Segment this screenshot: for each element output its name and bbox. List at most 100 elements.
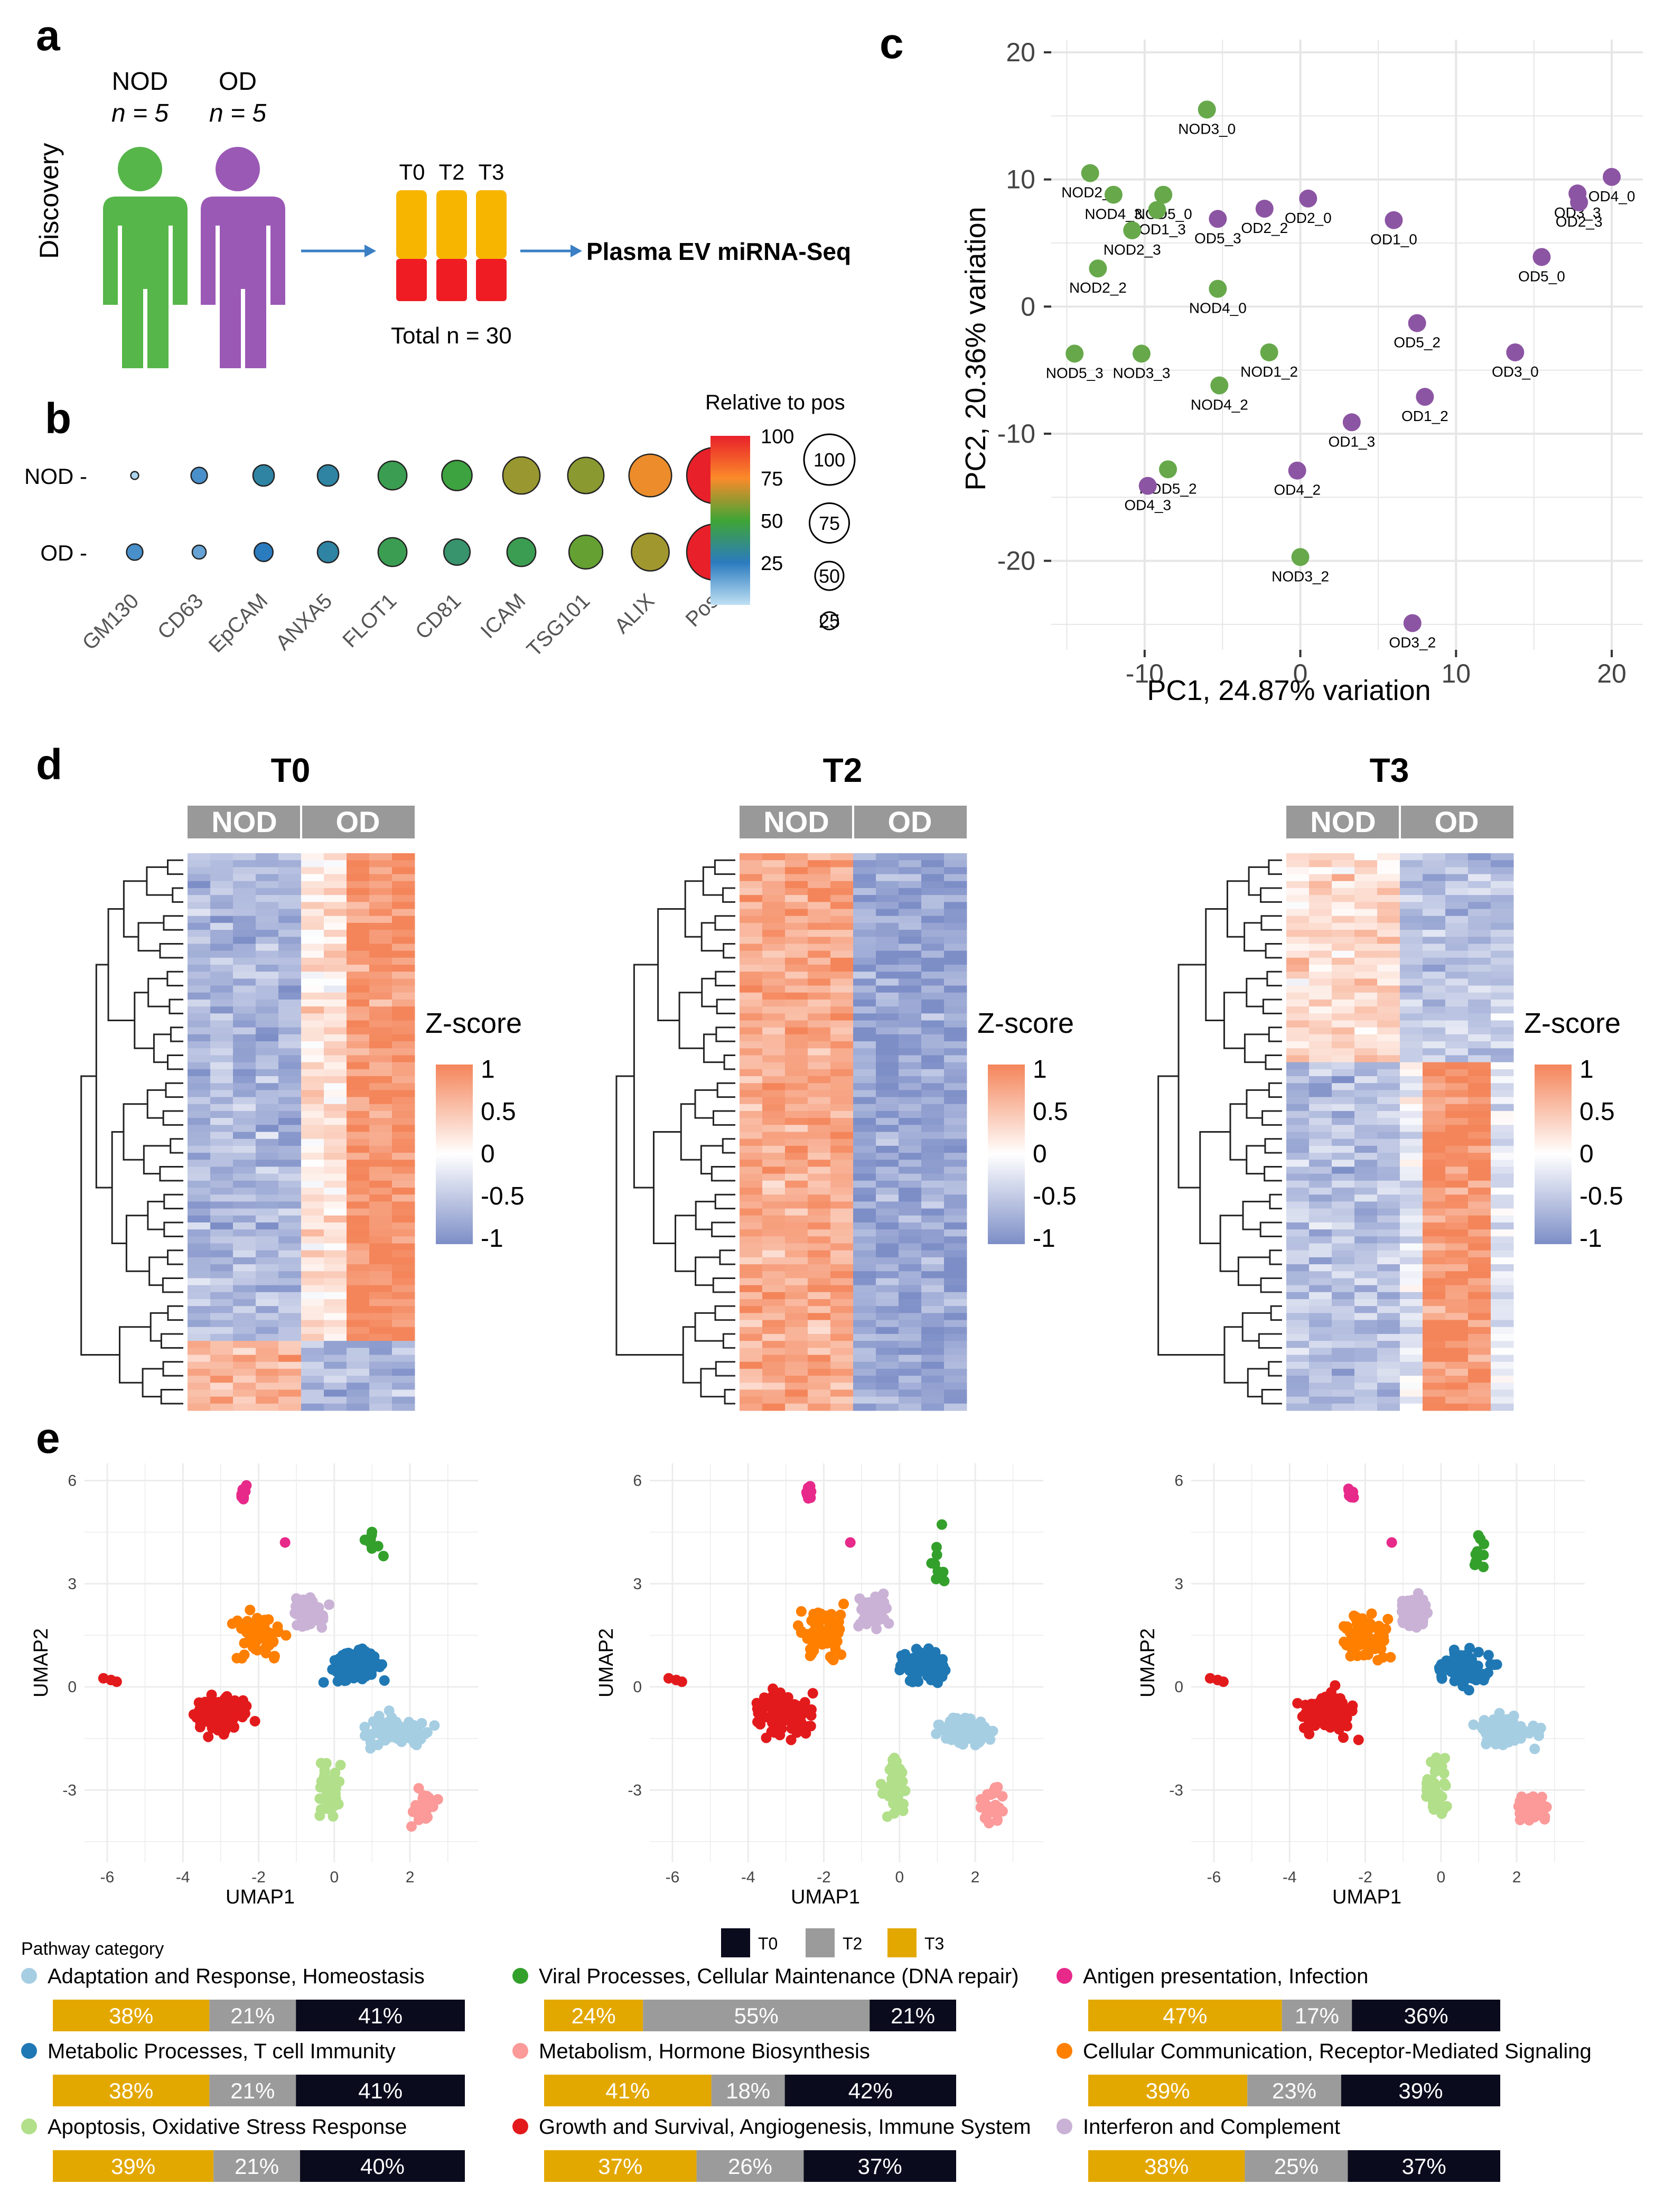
- heatmap-cell: [1400, 1076, 1423, 1084]
- heatmap-cell: [210, 881, 233, 889]
- heatmap-cell: [256, 1076, 279, 1084]
- heatmap-cell: [830, 944, 854, 951]
- umap-x-tick-label: 0: [895, 1869, 904, 1886]
- heatmap-cell: [808, 1229, 831, 1237]
- heatmap-cell: [1309, 1153, 1332, 1160]
- heatmap-cell: [762, 1188, 786, 1195]
- umap-point: [1410, 1599, 1421, 1610]
- heatmap-cell: [278, 1062, 302, 1070]
- heatmap-title-t2: T2: [823, 751, 863, 789]
- pathway-label: Metabolism, Hormone Biosynthesis: [539, 2040, 870, 2063]
- heatmap-cell: [188, 1104, 211, 1112]
- heatmap-cell: [1354, 1361, 1378, 1369]
- heatmap-cell: [233, 1153, 256, 1160]
- pathway-bar-t2: [696, 2150, 804, 2182]
- heatmap-cell: [1377, 1383, 1400, 1390]
- heatmap-cell: [899, 1243, 922, 1251]
- heatmap-cell: [392, 1250, 415, 1258]
- heatmap-cell: [188, 1285, 211, 1293]
- heatmap-cell: [392, 874, 415, 882]
- heatmap-cell: [369, 853, 392, 861]
- heatmap-cell: [324, 1188, 347, 1195]
- heatmap-cell: [921, 1041, 945, 1049]
- heatmap-cell: [324, 1020, 347, 1028]
- umap-point: [298, 1607, 310, 1618]
- heatmap-cell: [301, 1355, 324, 1362]
- heatmap-cell: [921, 1389, 945, 1397]
- heatmap-cell: [1468, 1090, 1491, 1098]
- heatmap-cell: [233, 1215, 256, 1223]
- heatmap-cell: [1400, 1090, 1423, 1098]
- heatmap-cell: [1400, 888, 1423, 895]
- pathway-bar-t0: [1341, 2075, 1500, 2106]
- heatmap-cell: [1354, 1153, 1378, 1160]
- heatmap-cell: [392, 1222, 415, 1230]
- heatmap-cell: [740, 1138, 763, 1146]
- heatmap-cell: [278, 1118, 302, 1125]
- heatmap-cell: [808, 1278, 831, 1286]
- heatmap-cell: [876, 1215, 899, 1223]
- heatmap-cell: [1468, 1383, 1491, 1390]
- heatmap-cell: [740, 1090, 763, 1098]
- heatmap-cell: [1309, 1110, 1332, 1118]
- pca-point-od1_2: [1416, 388, 1434, 406]
- heatmap-cell: [347, 922, 370, 930]
- heatmap-cell: [853, 1048, 876, 1056]
- heatmap-cell: [210, 1348, 233, 1355]
- heatmap-cell: [1400, 1236, 1423, 1244]
- heatmap-cell: [1309, 1368, 1332, 1376]
- umap-y-axis-label: UMAP2: [595, 1628, 618, 1697]
- heatmap-cell: [1286, 860, 1310, 867]
- heatmap-cell: [1491, 1271, 1514, 1278]
- heatmap-cell: [899, 1264, 922, 1272]
- umap-point: [218, 1726, 229, 1737]
- heatmap-cell: [1445, 1153, 1469, 1160]
- umap-point: [1351, 1636, 1362, 1647]
- heatmap-cell: [1332, 1076, 1355, 1084]
- heatmap-cell: [233, 1257, 256, 1265]
- heatmap-cell: [301, 1145, 324, 1153]
- heatmap-cell: [899, 1125, 922, 1132]
- zscore-tick-label: -1: [481, 1225, 503, 1253]
- umap-point: [1366, 1608, 1377, 1619]
- heatmap-cell: [188, 937, 211, 944]
- heatmap-cell: [324, 1062, 347, 1070]
- heatmap-cell: [1445, 1257, 1469, 1265]
- heatmap-cell: [1332, 1389, 1355, 1397]
- heatmap-cell: [785, 1333, 808, 1341]
- arrow-icon-2: [520, 245, 582, 257]
- heatmap-cell: [944, 874, 967, 882]
- heatmap-cell: [392, 1361, 415, 1369]
- heatmap-cell: [369, 1160, 392, 1167]
- heatmap-cell: [1423, 1208, 1446, 1216]
- heatmap-cell: [369, 1055, 392, 1063]
- heatmap-cell: [944, 1383, 967, 1390]
- heatmap-cell: [233, 1041, 256, 1049]
- heatmap-cell: [1491, 1132, 1514, 1140]
- panel-a: a NOD n = 5 OD n = 5 Discovery T0 T2 T3: [34, 12, 851, 368]
- heatmap-cell: [944, 909, 967, 917]
- heatmap-cell: [785, 937, 808, 944]
- heatmap-cell: [899, 1313, 922, 1321]
- heatmap-cell: [740, 950, 763, 958]
- heatmap-cell: [278, 1368, 302, 1376]
- umap-point: [786, 1734, 797, 1746]
- umap-point: [931, 1573, 942, 1584]
- heatmap-cell: [1286, 1389, 1310, 1397]
- heatmap-cell: [1468, 1132, 1491, 1140]
- heatmap-cell: [876, 950, 899, 958]
- heatmap-cell: [1377, 1041, 1400, 1049]
- heatmap-cell: [1354, 1313, 1378, 1321]
- heatmap-cell: [740, 1327, 763, 1334]
- umap-point: [330, 1796, 341, 1807]
- heatmap-cell: [830, 1222, 854, 1230]
- umap-point: [216, 1701, 227, 1712]
- heatmap-cell: [1377, 1132, 1400, 1140]
- heatmap-cell: [876, 881, 899, 889]
- heatmap-cell: [256, 1250, 279, 1258]
- heatmap-cell: [1309, 922, 1332, 930]
- heatmap-cell: [256, 1173, 279, 1181]
- umap-point: [268, 1653, 279, 1664]
- heatmap-cell: [210, 1229, 233, 1237]
- heatmap-cell: [1423, 1069, 1446, 1077]
